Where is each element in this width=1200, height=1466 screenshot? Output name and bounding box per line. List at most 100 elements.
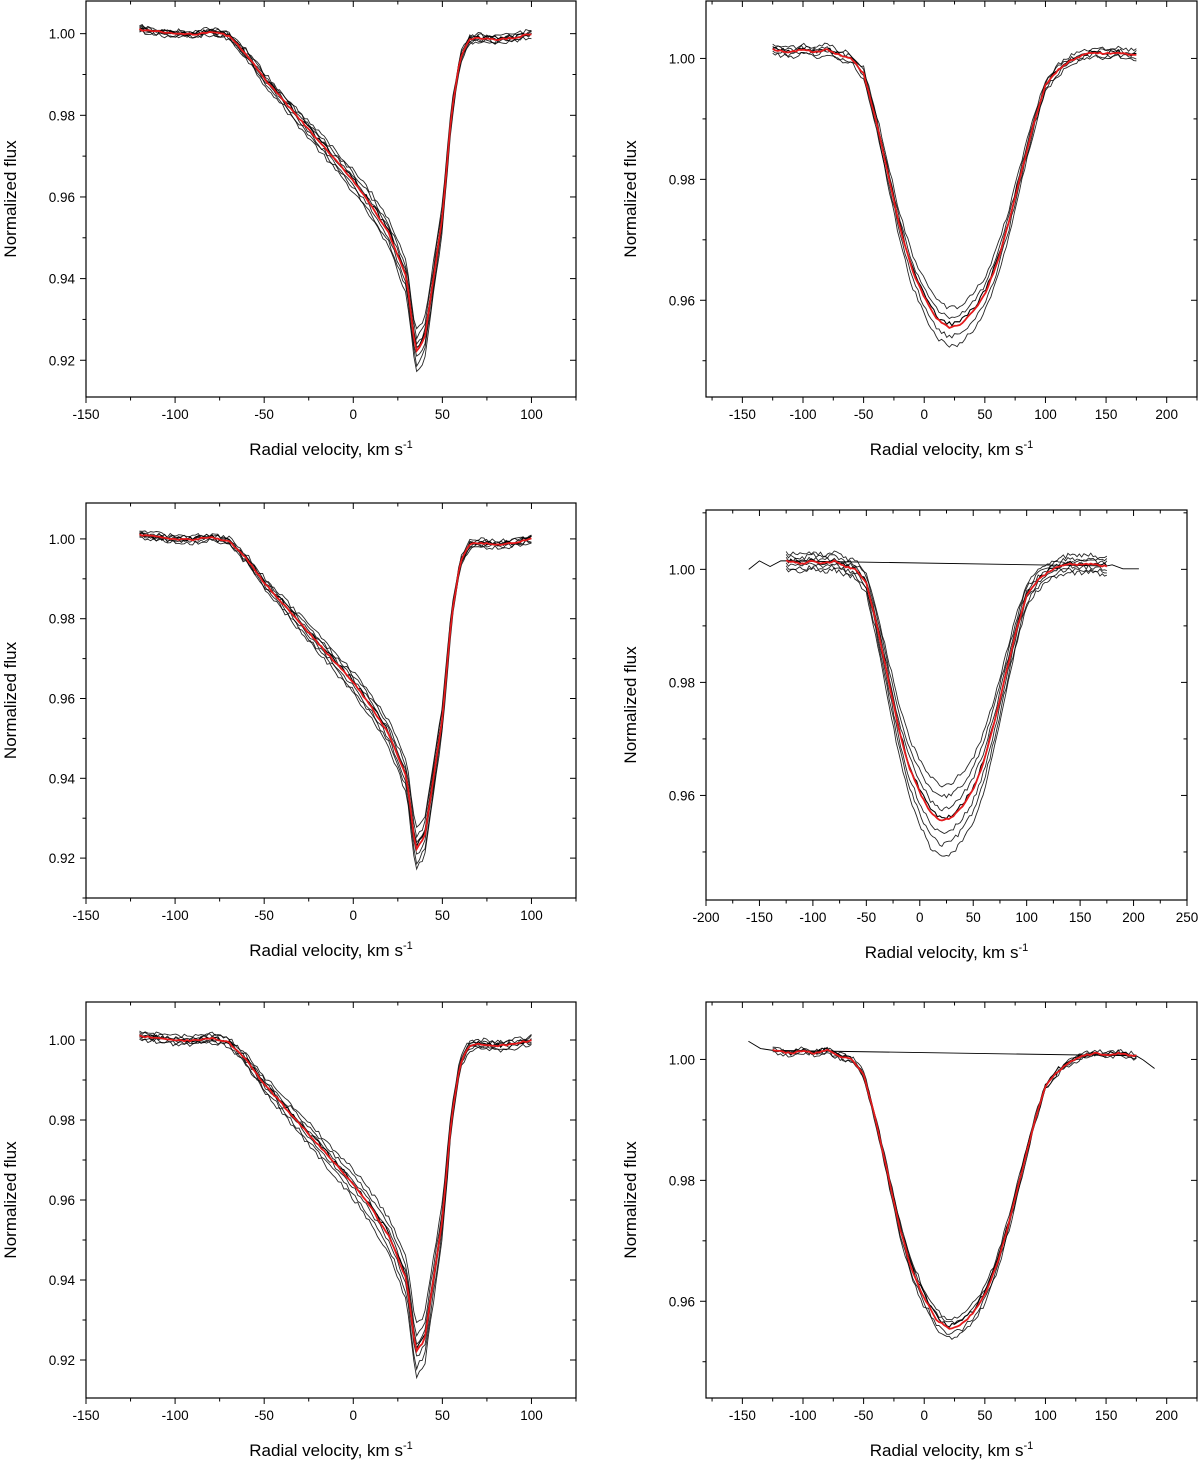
x-tick-label: 50 xyxy=(977,407,992,422)
individual-profile-line xyxy=(772,1047,1137,1328)
y-tick-label: 0.94 xyxy=(49,1273,76,1288)
extended-profile-line xyxy=(748,1040,1155,1069)
chart-panel-2: -150 -100 -50 0 50 100 150 200 0.96 0.98 1.00 Radia… xyxy=(621,0,1198,459)
mean-profile-line xyxy=(139,533,532,852)
x-tick-label: -50 xyxy=(254,1408,274,1423)
x-tick-label: -150 xyxy=(72,407,99,422)
y-tick-label: 0.96 xyxy=(49,692,75,707)
x-tick-label: 250 xyxy=(1176,910,1199,925)
individual-profile-line xyxy=(139,531,532,839)
y-tick-label: 1.00 xyxy=(669,1052,695,1067)
individual-profile-line xyxy=(139,1034,532,1350)
y-tick-label: 1.00 xyxy=(49,27,75,42)
x-tick-label: -100 xyxy=(162,407,189,422)
x-tick-label: 50 xyxy=(977,1408,992,1423)
x-tick-label: 0 xyxy=(920,407,928,422)
x-tick-label: 50 xyxy=(435,908,450,923)
y-tick-label: 0.98 xyxy=(49,612,75,627)
chart-panel-5: -150 -100 -50 0 50 100 0.92 0.94 0.96 0.98 1.00 Rad… xyxy=(1,1001,577,1460)
y-axis-title: Normalized flux xyxy=(1,641,20,759)
x-tick-label: 0 xyxy=(350,407,358,422)
individual-profile-line xyxy=(772,46,1137,327)
x-tick-label: -50 xyxy=(857,910,877,925)
individual-profile-line xyxy=(139,29,532,368)
x-tick-label: 100 xyxy=(520,908,543,923)
y-tick-label: 0.98 xyxy=(669,675,695,690)
y-tick-label: 0.96 xyxy=(669,1294,695,1309)
mean-profile-line xyxy=(772,1048,1137,1330)
x-axis-title: Radial velocity, km s-1 xyxy=(249,439,412,459)
individual-profile-line xyxy=(139,530,532,829)
x-tick-label: -50 xyxy=(254,908,274,923)
x-tick-label: 100 xyxy=(520,407,543,422)
x-tick-label: -100 xyxy=(162,1408,189,1423)
individual-profile-line xyxy=(139,27,532,349)
plot-area xyxy=(748,550,1139,857)
x-tick-label: 100 xyxy=(1034,1408,1057,1423)
plot-area xyxy=(138,24,532,373)
individual-profile-line xyxy=(772,1046,1137,1325)
plot-area xyxy=(139,1030,532,1380)
plot-area xyxy=(748,1040,1155,1340)
x-tick-label: 0 xyxy=(350,908,358,923)
y-axis-title: Normalized flux xyxy=(621,646,640,764)
x-tick-label: 50 xyxy=(435,407,450,422)
individual-profile-line xyxy=(785,556,1108,812)
x-tick-label: -50 xyxy=(854,407,874,422)
x-tick-label: -150 xyxy=(729,407,756,422)
x-tick-label: 200 xyxy=(1122,910,1145,925)
individual-profile-line xyxy=(772,50,1137,339)
individual-profile-line xyxy=(139,25,532,341)
x-tick-label: 50 xyxy=(435,1408,450,1423)
individual-profile-line xyxy=(139,536,532,871)
y-tick-label: 0.96 xyxy=(49,190,75,205)
x-tick-label: -100 xyxy=(799,910,826,925)
x-tick-label: -50 xyxy=(854,1408,874,1423)
y-tick-label: 1.00 xyxy=(669,51,695,66)
individual-profile-line xyxy=(139,1031,532,1337)
plot-frame xyxy=(85,1001,577,1399)
individual-profile-line xyxy=(139,1033,532,1346)
mean-profile-line xyxy=(785,559,1108,822)
chart-panel-1: -150 -100 -50 0 50 100 0.92 0.94 0.96 0.98 1.00 Rad… xyxy=(1,0,577,459)
individual-profile-line xyxy=(139,1030,532,1324)
individual-profile-line xyxy=(785,564,1107,848)
y-axis-title: Normalized flux xyxy=(1,1141,20,1259)
x-tick-label: 100 xyxy=(520,1408,543,1423)
y-tick-label: 1.00 xyxy=(669,562,695,577)
y-tick-label: 1.00 xyxy=(49,1033,75,1048)
individual-profile-line xyxy=(139,534,532,855)
x-tick-label: -50 xyxy=(254,407,274,422)
y-tick-label: 1.00 xyxy=(49,532,75,547)
y-tick-label: 0.92 xyxy=(49,851,75,866)
x-tick-label: 50 xyxy=(966,910,981,925)
y-axis-title: Normalized flux xyxy=(621,140,640,258)
x-tick-label: 0 xyxy=(350,1408,358,1423)
individual-profile-line xyxy=(772,51,1137,348)
individual-profile-line xyxy=(785,550,1108,788)
x-tick-label: 200 xyxy=(1155,407,1178,422)
individual-profile-line xyxy=(139,26,532,346)
plot-frame xyxy=(705,0,1198,398)
individual-profile-line xyxy=(139,1035,532,1357)
individual-profile-line xyxy=(139,24,532,330)
y-tick-label: 0.92 xyxy=(49,353,75,368)
individual-profile-line xyxy=(785,566,1107,857)
individual-profile-line xyxy=(772,1051,1137,1340)
x-tick-label: 100 xyxy=(1034,407,1057,422)
x-tick-label: -100 xyxy=(162,908,189,923)
x-axis-title: Radial velocity, km s-1 xyxy=(865,942,1028,962)
y-axis-title: Normalized flux xyxy=(621,1141,640,1259)
y-tick-label: 0.96 xyxy=(669,293,695,308)
x-tick-label: -200 xyxy=(692,910,719,925)
y-tick-label: 0.94 xyxy=(49,771,76,786)
mean-profile-line xyxy=(772,47,1137,329)
individual-profile-line xyxy=(785,553,1108,799)
x-tick-label: -150 xyxy=(729,1408,756,1423)
x-tick-label: -150 xyxy=(72,908,99,923)
x-tick-label: -100 xyxy=(789,407,816,422)
individual-profile-line xyxy=(785,558,1108,820)
individual-profile-line xyxy=(139,28,532,357)
plot-frame xyxy=(705,1001,1198,1399)
x-axis-title: Radial velocity, km s-1 xyxy=(249,940,412,960)
